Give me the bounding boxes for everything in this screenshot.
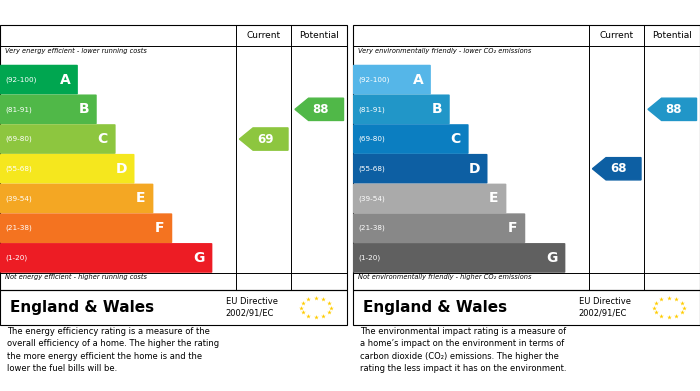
Text: D: D	[116, 162, 127, 176]
Text: Current: Current	[246, 31, 281, 40]
Text: Current: Current	[600, 31, 634, 40]
Text: G: G	[547, 251, 558, 265]
Text: 69: 69	[257, 133, 273, 145]
FancyBboxPatch shape	[353, 154, 487, 184]
Text: (55-68): (55-68)	[5, 165, 32, 172]
FancyBboxPatch shape	[353, 124, 468, 154]
Text: Very energy efficient - lower running costs: Very energy efficient - lower running co…	[5, 48, 147, 54]
Text: The energy efficiency rating is a measure of the
overall efficiency of a home. T: The energy efficiency rating is a measur…	[7, 327, 219, 373]
Polygon shape	[592, 158, 641, 180]
Text: (39-54): (39-54)	[358, 195, 385, 202]
Text: Very environmentally friendly - lower CO₂ emissions: Very environmentally friendly - lower CO…	[358, 48, 531, 54]
FancyBboxPatch shape	[353, 213, 525, 243]
Text: C: C	[451, 132, 461, 146]
FancyBboxPatch shape	[353, 184, 506, 213]
Text: A: A	[60, 73, 70, 87]
Text: England & Wales: England & Wales	[363, 300, 508, 315]
FancyBboxPatch shape	[353, 65, 431, 95]
Text: 68: 68	[610, 162, 627, 175]
FancyBboxPatch shape	[0, 124, 116, 154]
FancyBboxPatch shape	[0, 65, 78, 95]
FancyBboxPatch shape	[0, 184, 153, 213]
Text: EU Directive
2002/91/EC: EU Directive 2002/91/EC	[225, 297, 277, 318]
Text: (21-38): (21-38)	[5, 225, 32, 231]
Text: (69-80): (69-80)	[5, 136, 32, 142]
Text: Environmental Impact (CO₂) Rating: Environmental Impact (CO₂) Rating	[362, 6, 608, 19]
Text: (69-80): (69-80)	[358, 136, 385, 142]
Text: 88: 88	[312, 103, 329, 116]
Text: EU Directive
2002/91/EC: EU Directive 2002/91/EC	[579, 297, 631, 318]
Text: England & Wales: England & Wales	[10, 300, 155, 315]
Text: (21-38): (21-38)	[358, 225, 385, 231]
Polygon shape	[648, 98, 696, 120]
Text: (1-20): (1-20)	[5, 255, 27, 261]
Text: Not environmentally friendly - higher CO₂ emissions: Not environmentally friendly - higher CO…	[358, 274, 532, 280]
Text: A: A	[412, 73, 423, 87]
Text: (81-91): (81-91)	[358, 106, 385, 113]
Text: Potential: Potential	[652, 31, 692, 40]
Text: Potential: Potential	[300, 31, 339, 40]
Text: (1-20): (1-20)	[358, 255, 380, 261]
Text: (39-54): (39-54)	[5, 195, 32, 202]
Text: The environmental impact rating is a measure of
a home’s impact on the environme: The environmental impact rating is a mea…	[360, 327, 566, 373]
Text: (92-100): (92-100)	[5, 76, 36, 83]
Text: (92-100): (92-100)	[358, 76, 390, 83]
Polygon shape	[239, 128, 288, 150]
Text: B: B	[431, 102, 442, 117]
Text: F: F	[508, 221, 517, 235]
Text: E: E	[136, 192, 146, 206]
Text: Energy Efficiency Rating: Energy Efficiency Rating	[8, 6, 181, 19]
Text: G: G	[193, 251, 204, 265]
Text: B: B	[78, 102, 89, 117]
Text: D: D	[468, 162, 480, 176]
Text: (81-91): (81-91)	[5, 106, 32, 113]
Text: E: E	[489, 192, 498, 206]
FancyBboxPatch shape	[0, 213, 172, 243]
FancyBboxPatch shape	[0, 154, 134, 184]
Text: (55-68): (55-68)	[358, 165, 385, 172]
Text: Not energy efficient - higher running costs: Not energy efficient - higher running co…	[5, 274, 147, 280]
FancyBboxPatch shape	[353, 243, 566, 273]
Text: 88: 88	[666, 103, 682, 116]
Text: F: F	[155, 221, 164, 235]
Polygon shape	[295, 98, 344, 120]
FancyBboxPatch shape	[0, 243, 212, 273]
FancyBboxPatch shape	[0, 95, 97, 124]
Text: C: C	[98, 132, 108, 146]
FancyBboxPatch shape	[353, 95, 449, 124]
